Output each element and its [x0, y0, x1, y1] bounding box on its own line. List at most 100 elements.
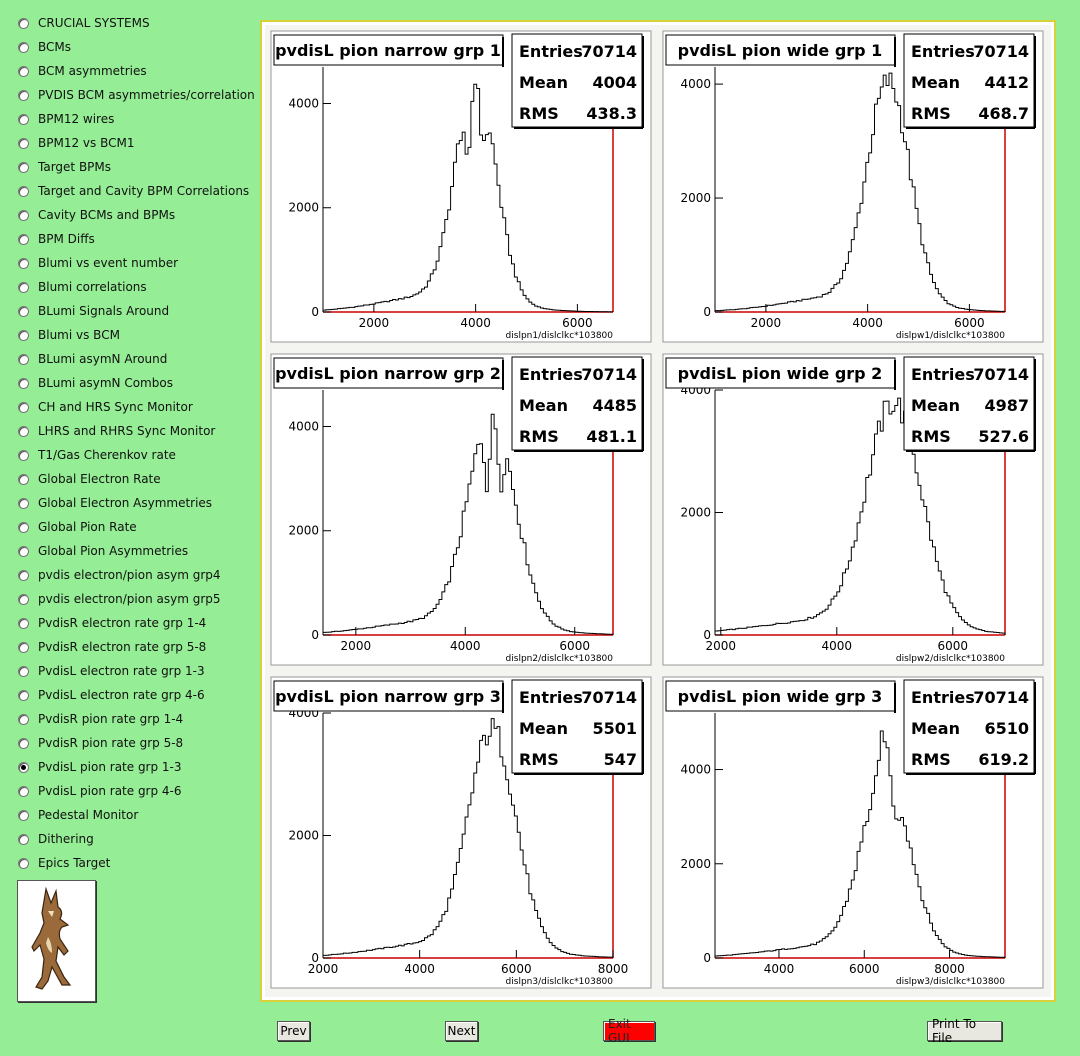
page-radio-item[interactable]: PvdisL pion rate grp 4-6	[18, 781, 182, 801]
radio-icon[interactable]	[18, 305, 29, 317]
page-radio-item[interactable]: PvdisR pion rate grp 5-8	[18, 733, 183, 753]
page-radio-item[interactable]: Epics Target	[18, 853, 110, 873]
page-radio-item[interactable]: pvdis electron/pion asym grp4	[18, 565, 221, 585]
radio-icon[interactable]	[18, 713, 29, 725]
radio-icon[interactable]	[18, 857, 29, 869]
radio-icon[interactable]	[18, 665, 29, 677]
histogram-line	[714, 397, 1006, 635]
page-radio-item[interactable]: PvdisR pion rate grp 1-4	[18, 709, 183, 729]
stats-value: 468.7	[978, 104, 1029, 123]
page-radio-item[interactable]: PvdisL electron rate grp 1-3	[18, 661, 205, 681]
radio-icon[interactable]	[18, 89, 29, 101]
radio-icon[interactable]	[18, 209, 29, 221]
page-radio-item[interactable]: CH and HRS Sync Monitor	[18, 397, 193, 417]
radio-icon[interactable]	[18, 569, 29, 581]
page-radio-label: Blumi vs event number	[38, 256, 179, 270]
stats-value: 70714	[973, 42, 1029, 61]
page-radio-label: PVDIS BCM asymmetries/correlation	[38, 88, 255, 102]
page-radio-label: PvdisR electron rate grp 1-4	[38, 616, 207, 630]
radio-icon[interactable]	[18, 17, 29, 29]
radio-icon[interactable]	[18, 473, 29, 485]
page-radio-item[interactable]: BCM asymmetries	[18, 61, 147, 81]
page-radio-item[interactable]: BCMs	[18, 37, 71, 57]
page-radio-label: Global Pion Asymmetries	[38, 544, 189, 558]
page-radio-item[interactable]: LHRS and RHRS Sync Monitor	[18, 421, 215, 441]
radio-icon[interactable]	[18, 497, 29, 509]
page-radio-label: Global Pion Rate	[38, 520, 137, 534]
histogram-line	[714, 730, 1006, 958]
title-box	[665, 34, 896, 66]
radio-icon[interactable]	[18, 113, 29, 125]
radio-icon[interactable]	[18, 137, 29, 149]
radio-icon[interactable]	[18, 353, 29, 365]
page-radio-item[interactable]: Pedestal Monitor	[18, 805, 138, 825]
page-radio-item[interactable]: BLumi Signals Around	[18, 301, 169, 321]
radio-icon[interactable]	[18, 593, 29, 605]
page-radio-item[interactable]: Global Electron Asymmetries	[18, 493, 212, 513]
page-radio-item[interactable]: pvdis electron/pion asym grp5	[18, 589, 221, 609]
radio-icon[interactable]	[18, 377, 29, 389]
page-radio-item[interactable]: PvdisR electron rate grp 1-4	[18, 613, 206, 633]
page-radio-label: PvdisR pion rate grp 1-4	[38, 712, 184, 726]
page-radio-item[interactable]: T1/Gas Cherenkov rate	[18, 445, 176, 465]
radio-icon[interactable]	[18, 233, 29, 245]
page-radio-label: CH and HRS Sync Monitor	[38, 400, 193, 414]
radio-icon[interactable]	[18, 65, 29, 77]
radio-icon[interactable]	[18, 785, 29, 797]
radio-icon[interactable]	[18, 833, 29, 845]
exit-gui-button[interactable]: Exit GUI	[603, 1017, 655, 1045]
page-radio-label: Blumi vs BCM	[38, 328, 120, 342]
stats-value: 70714	[973, 365, 1029, 384]
x-tick-label: 4000	[764, 962, 795, 976]
page-radio-item[interactable]: BPM12 wires	[18, 109, 114, 129]
page-radio-item[interactable]: BPM Diffs	[18, 229, 95, 249]
radio-icon[interactable]	[18, 617, 29, 629]
page-radio-item[interactable]: PVDIS BCM asymmetries/correlation	[18, 85, 255, 105]
page-radio-item[interactable]: Blumi correlations	[18, 277, 147, 297]
x-tick-label: 2000	[308, 962, 339, 976]
histogram-line	[322, 83, 614, 313]
radio-icon[interactable]	[18, 521, 29, 533]
radio-icon[interactable]	[18, 809, 29, 821]
page-radio-item[interactable]: Blumi vs BCM	[18, 325, 120, 345]
page-radio-item[interactable]: BPM12 vs BCM1	[18, 133, 134, 153]
radio-icon[interactable]	[18, 257, 29, 269]
wile-coyote-logo	[17, 880, 96, 1002]
page-radio-item[interactable]: PvdisR electron rate grp 5-8	[18, 637, 206, 657]
page-radio-item[interactable]: Target BPMs	[18, 157, 111, 177]
print-to-file-button[interactable]: Print To File	[927, 1017, 1002, 1045]
stats-box	[903, 679, 1035, 774]
page-radio-label: PvdisL electron rate grp 1-3	[38, 664, 205, 678]
prev-button[interactable]: Prev	[277, 1021, 310, 1041]
page-radio-item[interactable]: CRUCIAL SYSTEMS	[18, 13, 150, 33]
page-radio-label: T1/Gas Cherenkov rate	[38, 448, 176, 462]
page-radio-item[interactable]: PvdisL pion rate grp 1-3	[18, 757, 182, 777]
radio-icon[interactable]	[18, 449, 29, 461]
radio-icon[interactable]	[18, 401, 29, 413]
page-radio-item[interactable]: BLumi asymN Combos	[18, 373, 173, 393]
page-radio-item[interactable]: Blumi vs event number	[18, 253, 178, 273]
y-tick-label: 2000	[288, 201, 319, 215]
radio-selected-icon[interactable]	[18, 761, 29, 773]
radio-icon[interactable]	[18, 185, 29, 197]
stats-value: 4004	[592, 73, 637, 92]
page-radio-item[interactable]: Global Pion Asymmetries	[18, 541, 188, 561]
radio-icon[interactable]	[18, 281, 29, 293]
radio-icon[interactable]	[18, 41, 29, 53]
page-radio-item[interactable]: Dithering	[18, 829, 94, 849]
page-radio-item[interactable]: PvdisL electron rate grp 4-6	[18, 685, 205, 705]
radio-icon[interactable]	[18, 425, 29, 437]
radio-icon[interactable]	[18, 737, 29, 749]
page-radio-item[interactable]: Target and Cavity BPM Correlations	[18, 181, 249, 201]
next-button[interactable]: Next	[445, 1021, 478, 1041]
radio-icon[interactable]	[18, 641, 29, 653]
page-radio-item[interactable]: Cavity BCMs and BPMs	[18, 205, 175, 225]
radio-icon[interactable]	[18, 545, 29, 557]
page-radio-item[interactable]: Global Electron Rate	[18, 469, 161, 489]
radio-icon[interactable]	[18, 329, 29, 341]
radio-icon[interactable]	[18, 689, 29, 701]
page-radio-item[interactable]: Global Pion Rate	[18, 517, 137, 537]
radio-icon[interactable]	[18, 161, 29, 173]
page-radio-item[interactable]: BLumi asymN Around	[18, 349, 167, 369]
